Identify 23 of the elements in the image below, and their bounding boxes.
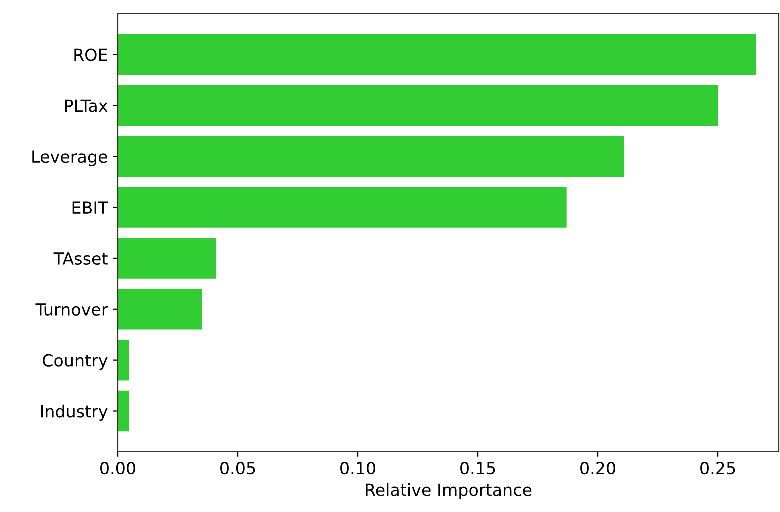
bar [118, 340, 130, 381]
x-tick-label: 0.00 [100, 462, 136, 475]
bar [118, 85, 718, 126]
x-tick-label: 0.15 [460, 462, 496, 475]
bar [118, 289, 202, 330]
x-tick-label: 0.25 [700, 462, 736, 475]
x-axis-title: Relative Importance [366, 483, 532, 500]
y-tick-label: Industry [41, 404, 108, 422]
bar [118, 238, 216, 279]
y-tick-label: Leverage [32, 150, 108, 166]
y-tick-label: Turnover [36, 304, 108, 316]
bar [118, 136, 624, 177]
y-tick-label: Country [43, 354, 108, 370]
x-tick-label: 0.05 [220, 462, 256, 475]
x-tick-label: 0.20 [580, 462, 616, 475]
x-tick-label: 0.10 [340, 462, 376, 475]
y-tick-label: ROE [74, 48, 108, 62]
y-tick-label: EBIT [72, 202, 108, 214]
bar [118, 34, 756, 76]
bar [118, 390, 130, 432]
y-tick-label: PLTax [65, 100, 108, 112]
bar [118, 187, 567, 228]
y-tick-label: TAsset [54, 252, 108, 266]
